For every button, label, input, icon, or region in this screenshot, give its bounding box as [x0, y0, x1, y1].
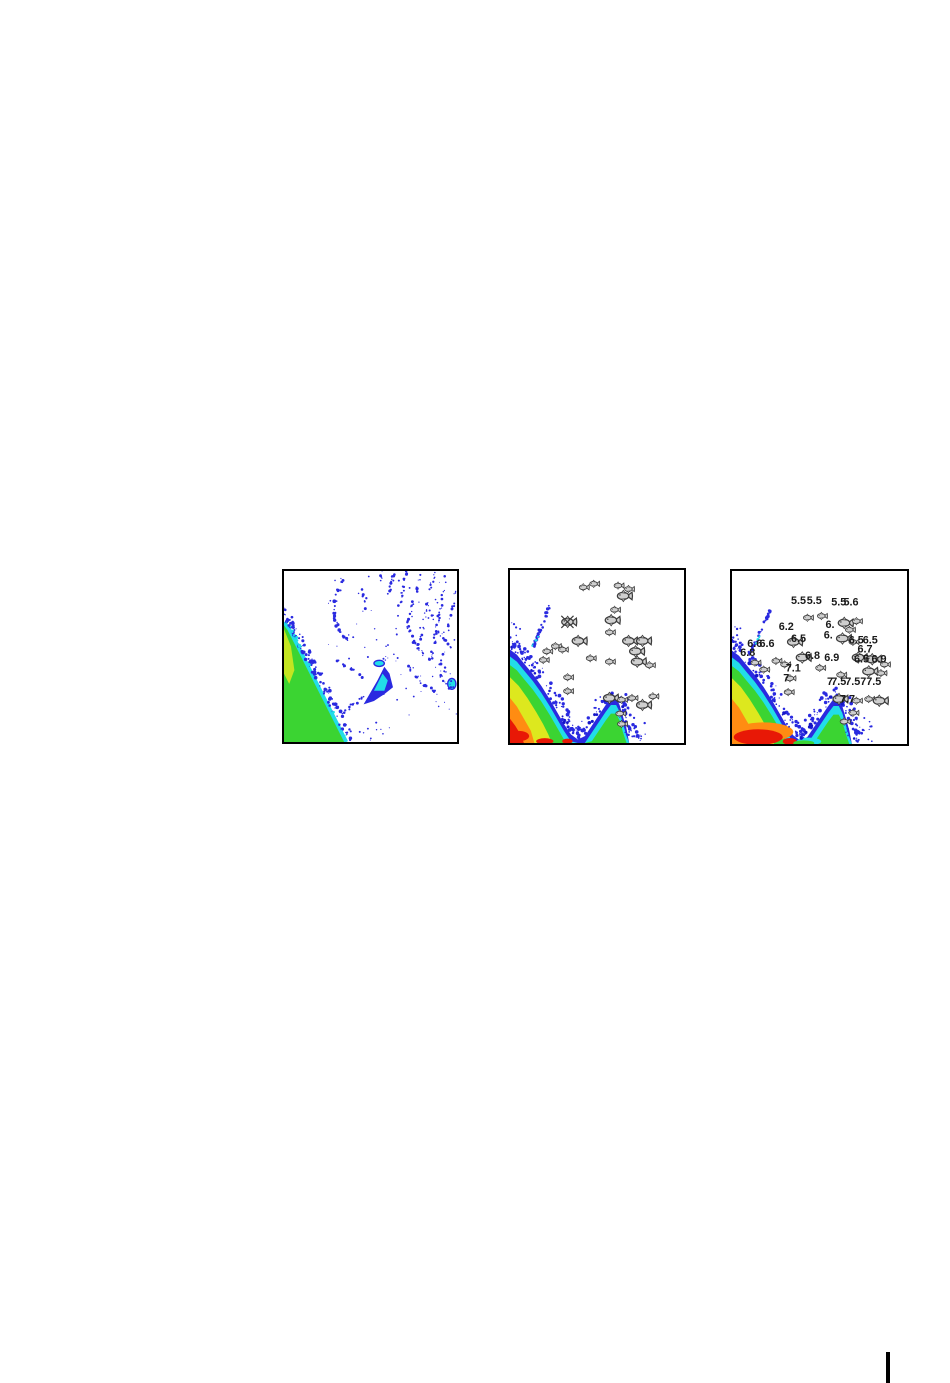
fish-icon [630, 655, 647, 669]
depth-label: 6.2 [779, 621, 794, 633]
fish-icon [604, 628, 616, 637]
sonar-panel-fishid [508, 568, 686, 745]
depth-label: 6.8 [740, 647, 755, 659]
fish-icon [785, 674, 797, 683]
depth-label: 7 [827, 676, 833, 688]
fish-icon [617, 719, 629, 729]
echo-arch-core [373, 673, 388, 691]
sonar-panel-raw [282, 569, 459, 744]
sonar-panel-fishid-depth: 5.5 5.5 5.5 5.6 6.2 6.5 6. 6. 6.6 6.6 6.8 6.8 6.9 6.5… [730, 569, 909, 746]
fish-icon [832, 692, 849, 706]
depth-label: 5.6 [843, 597, 858, 609]
depth-label: 6.5 [791, 633, 806, 645]
fish-icon [635, 634, 653, 648]
depth-label: 5.5 [791, 595, 806, 607]
fish-icon [862, 664, 879, 678]
fish-icon [795, 651, 813, 664]
fish-icon [551, 641, 562, 651]
depth-label: 7.1 [786, 662, 801, 674]
fish-icon [750, 658, 762, 667]
depth-label: 6. [825, 619, 834, 631]
fish-icon [864, 694, 876, 704]
fish-icon [648, 692, 660, 701]
fish-icon [557, 645, 569, 654]
bottom-echo-yellow-streak [284, 629, 295, 684]
fish-icon [865, 652, 883, 666]
fish-icon [563, 686, 575, 696]
depth-label: 7 [783, 673, 789, 685]
fish-icon [817, 611, 828, 621]
fish-icon [880, 660, 891, 669]
fish-icon [872, 694, 890, 708]
fish-icon [627, 693, 639, 703]
fish-icon [542, 647, 554, 656]
fish-icon [786, 635, 804, 649]
depth-label: 6.7 [857, 643, 872, 655]
fish-icon [571, 634, 588, 648]
fish-icon [644, 660, 656, 670]
fish-icon [759, 665, 771, 674]
depth-label: 6. [824, 630, 833, 642]
depth-label: 5.5 [807, 595, 822, 607]
depth-label: 6.5 [863, 635, 878, 647]
depth-label: 5.5 [831, 597, 846, 609]
depth-label: 7.7 [840, 694, 855, 706]
fish-icon [563, 673, 575, 682]
fish-icon [771, 656, 783, 666]
depth-label: 6.5 [849, 635, 864, 647]
fish-icon [628, 644, 646, 658]
depth-label: 7 [860, 676, 866, 688]
fish-icon [837, 616, 855, 630]
fish-icon [615, 709, 627, 718]
fish-icon [635, 698, 653, 712]
depth-label: 6.9 [871, 654, 886, 666]
fish-icon [845, 625, 856, 635]
footer-crop-mark [886, 1352, 890, 1383]
fish-icon [780, 660, 792, 669]
fish-icon [622, 634, 639, 648]
fish-icon [852, 696, 863, 705]
fish-icon [578, 583, 590, 592]
fish-icon [538, 655, 550, 665]
fish-icon [585, 653, 597, 663]
fish-icon [848, 637, 860, 647]
fish-icon [839, 717, 851, 726]
fish-icon [783, 687, 795, 697]
fish-icon [610, 605, 622, 615]
fish-icon [852, 616, 863, 626]
fish-icon [617, 695, 629, 704]
depth-label: 6.6 [747, 638, 762, 650]
fish-icon [876, 668, 888, 678]
fish-icon [589, 579, 601, 589]
fish-icon [604, 657, 616, 666]
depth-label: 7.5 [831, 676, 846, 688]
hooked-fish-icon [560, 615, 578, 629]
fish-icon [624, 584, 635, 594]
depth-label: 7.5 [845, 676, 860, 688]
fish-icon [604, 613, 621, 627]
fish-icon [848, 708, 860, 718]
fish-icon [815, 663, 827, 673]
fish-icon [616, 589, 634, 603]
fish-icon [836, 670, 848, 680]
fish-icon [613, 581, 625, 590]
depth-label: 6.9 [824, 652, 839, 664]
fish-icon [803, 613, 814, 622]
depth-label: 6.5 [854, 654, 869, 666]
depth-label: 6.6 [759, 638, 774, 650]
fish-icon [835, 632, 853, 645]
bottom-echo-cyan-fringe [284, 621, 348, 742]
depth-label: 7.5 [866, 676, 881, 688]
depth-label: 6.8 [805, 650, 820, 662]
